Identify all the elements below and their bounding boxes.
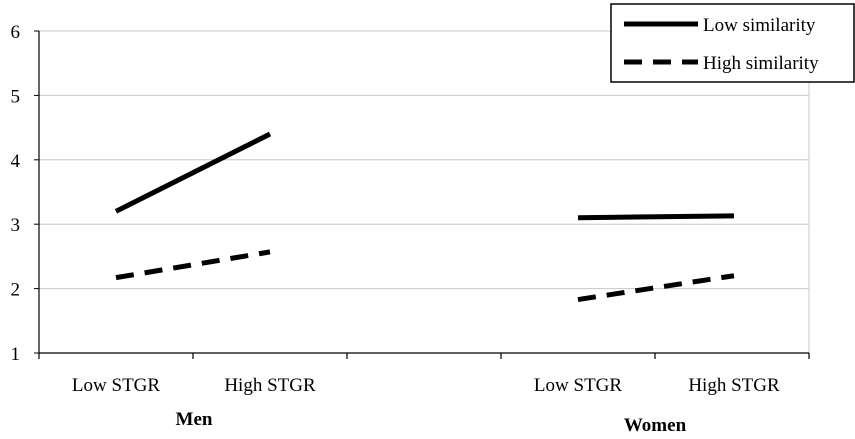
x-category-label: High STGR: [224, 375, 316, 396]
x-group-label: Men: [176, 409, 213, 430]
y-tick-label: 4: [11, 151, 21, 172]
y-tick-label: 6: [11, 22, 21, 43]
y-tick-label: 1: [11, 344, 21, 365]
x-category-label: Low STGR: [72, 375, 160, 396]
y-tick-label: 2: [11, 280, 21, 301]
legend-box: [610, 3, 855, 83]
series-line-low-similarity: [577, 213, 735, 221]
axis-labels: 1 2 3 4 5 6 Low STGR High STGR Men Low STGR High S…: [11, 22, 780, 436]
axes: [34, 30, 810, 359]
series-lines: [114, 131, 735, 303]
y-tick-label: 5: [11, 86, 21, 107]
x-category-label: Low STGR: [534, 375, 622, 396]
series-line-high-similarity: [115, 249, 271, 281]
series-line-high-similarity: [577, 273, 735, 303]
series-line-low-similarity: [114, 131, 272, 214]
y-tick-label: 3: [11, 215, 21, 236]
legend-label: Low similarity: [703, 15, 816, 36]
legend: Low similarity High similarity: [610, 3, 855, 83]
x-category-label: High STGR: [688, 375, 780, 396]
x-group-label: Women: [624, 415, 687, 436]
legend-label: High similarity: [703, 53, 819, 74]
gridlines: [39, 30, 810, 353]
